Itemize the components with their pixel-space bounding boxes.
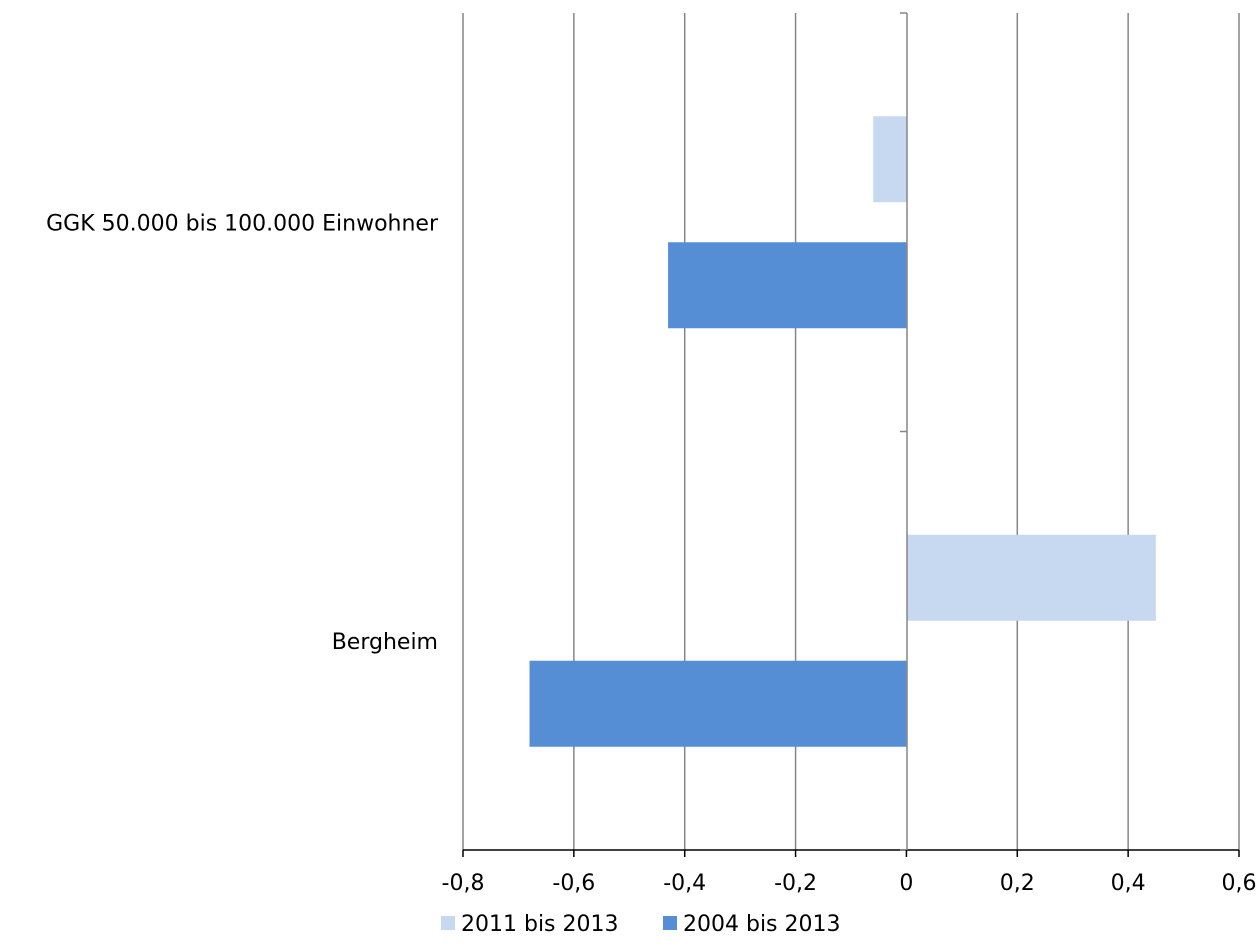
x-tick-label-4: 0 (899, 871, 913, 896)
bars (529, 116, 1156, 747)
legend-swatch-series-2004 (663, 916, 677, 930)
x-tick-label-3: -0,2 (774, 871, 817, 896)
axes (463, 12, 1239, 851)
legend-label-series-2011: 2011 bis 2013 (461, 912, 619, 937)
bar-series-2011-cat-1 (906, 534, 1156, 621)
legend-swatch-series-2011 (441, 916, 455, 930)
bar-series-2004-cat-0 (668, 242, 907, 329)
x-tick-label-1: -0,6 (552, 871, 595, 896)
x-tick-labels: -0,8 -0,6 -0,4 -0,2 0 0,2 0,4 0,6 (442, 850, 1257, 896)
x-tick-label-2: -0,4 (663, 871, 706, 896)
x-tick-label-0: -0,8 (442, 871, 485, 896)
x-tick-label-7: 0,6 (1222, 871, 1257, 896)
category-label-1: Bergheim (332, 630, 438, 655)
bar-series-2004-cat-1 (529, 660, 907, 747)
x-tick-label-6: 0,4 (1111, 871, 1146, 896)
bar-series-2011-cat-0 (873, 116, 907, 203)
legend: 2011 bis 2013 2004 bis 2013 (441, 912, 841, 937)
x-tick-label-5: 0,2 (1000, 871, 1035, 896)
legend-label-series-2004: 2004 bis 2013 (683, 912, 841, 937)
category-label-0: GGK 50.000 bis 100.000 Einwohner (46, 211, 439, 236)
gridlines (462, 13, 1240, 850)
category-labels: GGK 50.000 bis 100.000 Einwohner Bergheim (46, 211, 439, 655)
